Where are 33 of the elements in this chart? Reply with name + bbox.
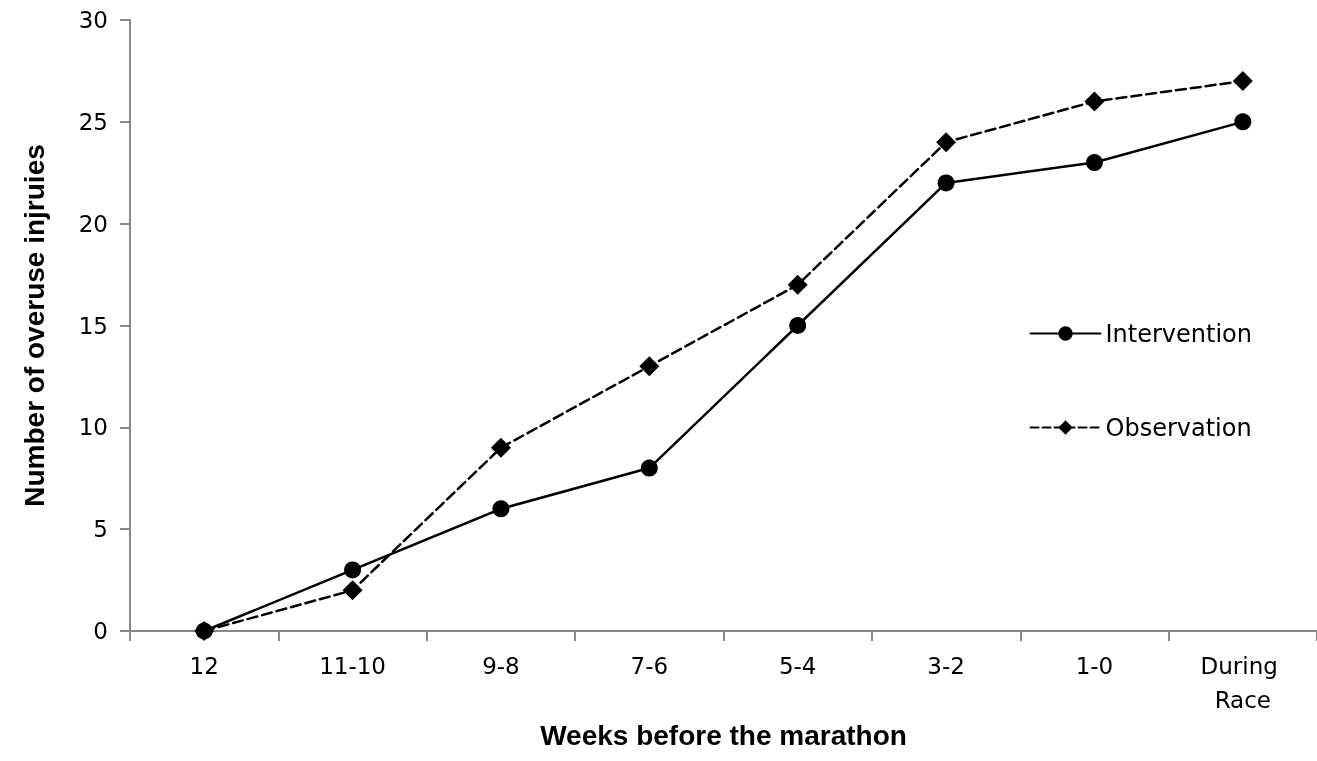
x-tick-label: 9-8 <box>482 653 520 679</box>
x-axis-title: Weeks before the marathon <box>540 720 907 752</box>
point <box>639 356 660 377</box>
legend-label: Intervention <box>1105 319 1252 348</box>
x-tick-label: 3-2 <box>927 653 965 679</box>
point <box>1232 71 1253 92</box>
point <box>640 459 658 477</box>
x-tick-label: During Race <box>1200 653 1286 713</box>
point <box>490 437 511 458</box>
y-tick-label: 5 <box>93 516 108 543</box>
point <box>1084 91 1105 112</box>
y-tick-label: 15 <box>78 312 108 339</box>
point <box>1085 154 1103 172</box>
y-tick-label: 20 <box>78 210 108 237</box>
y-tick-label: 10 <box>78 414 108 441</box>
x-tick-label: 12 <box>189 653 219 679</box>
x-tick-label: 5-4 <box>778 653 817 679</box>
x-tick-label: 7-6 <box>630 653 669 679</box>
y-tick-label: 30 <box>78 7 108 33</box>
legend-label: Observation <box>1105 413 1252 442</box>
point <box>937 174 955 192</box>
point <box>342 580 363 601</box>
y-axis-title: Number of overuse injruies <box>18 144 50 507</box>
point <box>1234 113 1252 131</box>
x-tick-label: 1-0 <box>1075 653 1114 679</box>
point <box>344 561 362 579</box>
point <box>936 132 957 153</box>
x-tick-label: 11-10 <box>319 653 386 679</box>
y-tick-label: 25 <box>78 108 108 135</box>
y-tick-label: 0 <box>93 618 108 644</box>
point <box>789 317 807 334</box>
point <box>492 500 510 518</box>
point <box>787 274 808 295</box>
